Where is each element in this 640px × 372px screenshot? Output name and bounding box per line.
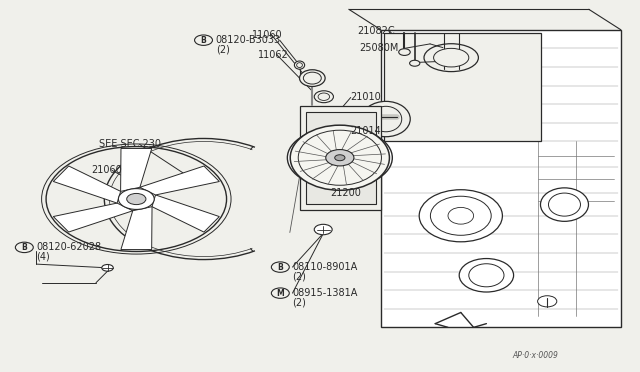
Text: (4): (4) [36, 252, 50, 262]
Text: 08110-8901A: 08110-8901A [292, 262, 358, 272]
Text: (2): (2) [216, 44, 230, 54]
Ellipse shape [424, 44, 479, 71]
Circle shape [118, 189, 154, 209]
Text: 08120-B3033: 08120-B3033 [216, 35, 281, 45]
Text: 21014: 21014 [351, 126, 381, 136]
Circle shape [287, 127, 392, 188]
Circle shape [271, 262, 289, 272]
Polygon shape [384, 33, 541, 141]
Text: 11062: 11062 [258, 50, 289, 60]
Text: 11060: 11060 [252, 30, 282, 39]
Text: 21010: 21010 [351, 93, 381, 102]
Polygon shape [152, 195, 220, 232]
Ellipse shape [362, 101, 410, 137]
Polygon shape [120, 148, 152, 191]
Circle shape [538, 296, 557, 307]
Ellipse shape [399, 49, 410, 55]
Circle shape [15, 242, 33, 253]
Text: M: M [276, 289, 284, 298]
Circle shape [127, 193, 146, 205]
Polygon shape [306, 112, 376, 204]
Ellipse shape [434, 48, 468, 67]
Polygon shape [53, 166, 121, 203]
Ellipse shape [460, 259, 514, 292]
Ellipse shape [300, 70, 325, 86]
Text: 25080M: 25080M [360, 43, 399, 52]
Text: AP·0·x·0009: AP·0·x·0009 [512, 351, 558, 360]
Text: B: B [22, 243, 27, 252]
Text: (2): (2) [292, 297, 307, 307]
Text: 21082C: 21082C [357, 26, 395, 35]
Text: B: B [201, 36, 206, 45]
Text: 21200: 21200 [330, 188, 361, 198]
Polygon shape [140, 166, 220, 195]
Circle shape [326, 150, 354, 166]
Text: 21060: 21060 [92, 166, 122, 175]
Text: B: B [278, 263, 283, 272]
Ellipse shape [102, 264, 113, 271]
Circle shape [195, 35, 212, 45]
Ellipse shape [540, 188, 589, 221]
Circle shape [271, 288, 289, 298]
Polygon shape [300, 106, 381, 210]
Ellipse shape [314, 91, 333, 103]
Polygon shape [121, 207, 152, 250]
Polygon shape [53, 203, 133, 232]
Text: (2): (2) [292, 271, 307, 281]
Ellipse shape [419, 190, 502, 242]
Ellipse shape [294, 61, 305, 69]
Ellipse shape [410, 60, 420, 66]
Circle shape [335, 155, 345, 161]
Circle shape [314, 224, 332, 235]
Polygon shape [381, 30, 621, 327]
Text: 08120-62028: 08120-62028 [36, 243, 102, 252]
Text: SEE SEC.230: SEE SEC.230 [99, 140, 161, 149]
Text: 08915-1381A: 08915-1381A [292, 288, 358, 298]
Ellipse shape [291, 125, 390, 190]
